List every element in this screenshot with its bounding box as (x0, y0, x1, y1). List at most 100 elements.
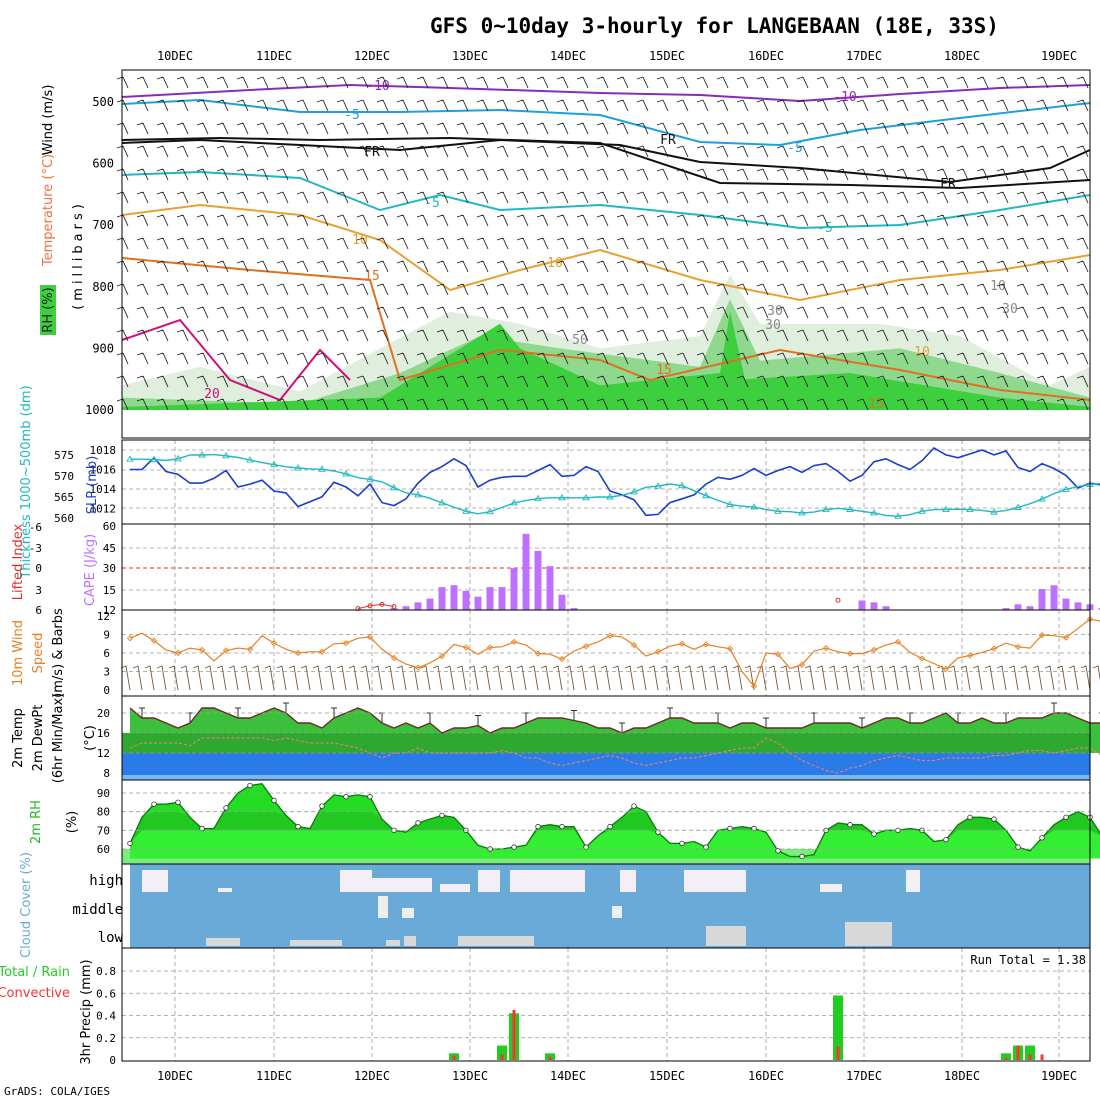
wind-speed-point (966, 652, 974, 659)
thickness-point (534, 494, 542, 502)
slp-tick-label: 1012 (90, 503, 117, 516)
ylabel-cloud: Cloud Cover (%) (19, 852, 34, 958)
lifted-index-point (835, 597, 841, 603)
thickness-point (630, 488, 638, 495)
cloud-high-block (478, 870, 500, 892)
rh-point (343, 794, 349, 800)
thickness-point (462, 507, 470, 514)
temp-tick-label: 12 (97, 747, 110, 760)
rh-point (1063, 814, 1069, 820)
cape-tick-label: 30 (103, 562, 116, 575)
contour-label: -5 (817, 221, 833, 236)
wind-speed-point (294, 649, 302, 657)
wind-speed-line (129, 618, 1100, 688)
cape-bar (1014, 604, 1022, 610)
wind-speed-point (510, 638, 518, 646)
cape-bar (474, 596, 482, 610)
rh-point (247, 782, 253, 789)
contour-label: -5 (787, 141, 803, 156)
thickness-point (606, 493, 614, 500)
temperature-panel: 8 12 16 20 2m Temp 2m DewPt (6hr Min/Max) (°C) (11, 693, 1100, 783)
contour-label: 50 (572, 333, 588, 348)
contour-label: 10 (990, 279, 1006, 294)
rh-point (799, 853, 805, 860)
precip-tick-label: 0 (109, 1054, 116, 1067)
cloud-high-block (218, 888, 232, 892)
cape-bar (414, 602, 422, 610)
upper-air-panel: -10-10-5-5-5-5FRFRFR10101015151520303030… (40, 69, 1091, 439)
wind-tick-label: 3 (103, 666, 110, 679)
wind-speed-point (990, 645, 998, 652)
contour-label: 30 (765, 318, 781, 333)
bottom-date-labels: 10DEC 11DEC 12DEC 13DEC 14DEC 15DEC 16DEC 17DEC… (157, 1069, 1077, 1083)
cloud-low-block (290, 940, 342, 946)
rh-point (1015, 844, 1021, 850)
temperature-contour (121, 138, 1091, 184)
cape-bar (498, 587, 506, 610)
thickness-tick-label: 560 (54, 512, 74, 525)
cape-bar (510, 568, 518, 610)
lifted-index-tick-label: -6 (29, 521, 42, 534)
wind-speed-point (894, 638, 902, 646)
temp-minmax-bar (283, 702, 289, 713)
date-label: 10DEC (157, 49, 193, 63)
cloud-middle-block (612, 906, 622, 918)
rh-point (151, 801, 157, 807)
thickness-point (222, 451, 230, 459)
wind-speed-point (414, 664, 422, 671)
thickness-point (390, 483, 398, 491)
temperature-contour (121, 257, 1091, 401)
wind-speed-point (534, 650, 542, 657)
wind-tick-label: 6 (103, 647, 110, 660)
cloud-middle-block (402, 908, 414, 918)
wind-speed-point (1038, 631, 1046, 639)
cloud-low-block (206, 938, 240, 946)
temp-minmax-bar (619, 722, 625, 733)
date-label: 16DEC (748, 1069, 784, 1083)
temp-band-mild (122, 733, 1090, 753)
rh-band-dark (122, 311, 1090, 410)
thickness-point (294, 464, 302, 471)
wind-speed-point (390, 654, 398, 662)
thickness-point (678, 481, 686, 489)
temperature-contour (121, 203, 1091, 302)
wind-speed-point (486, 644, 494, 651)
thickness-point (342, 470, 350, 477)
precip-convective-bar (1016, 1045, 1020, 1060)
cloud-high-block (340, 870, 372, 892)
temperature-contour (121, 170, 1091, 230)
cloud-row-label: middle (72, 902, 123, 918)
ylabel-millibars: (millibars) (71, 200, 86, 310)
date-label: 15DEC (649, 1069, 685, 1083)
rh-legend-swatch (40, 285, 56, 335)
ylabel-wind-2: Speed (31, 633, 46, 674)
wind-speed-point (918, 655, 926, 662)
thickness-point (726, 500, 734, 508)
contour-label: -5 (424, 196, 440, 211)
thickness-point (966, 505, 974, 513)
ylabel-total-rain: Total / Rain (0, 965, 70, 980)
cape-bar (882, 606, 890, 610)
cape-bar (486, 587, 494, 610)
slp-tick-label: 1016 (90, 464, 117, 477)
thickness-point (150, 455, 158, 463)
wind-speed-point (126, 635, 134, 642)
cape-bar (1050, 585, 1058, 610)
wind-speed-point (150, 637, 158, 644)
rh-point (871, 831, 877, 837)
temperature-contour (121, 83, 1091, 103)
contour-label: 10 (352, 233, 368, 248)
rh-point (439, 812, 445, 819)
temp-minmax-bar (763, 717, 769, 728)
rh-point (727, 825, 733, 832)
thickness-point (654, 482, 662, 489)
pressure-tick-label: 900 (92, 341, 114, 355)
ylabel-convective: Convective (0, 986, 70, 1001)
precip-total-bar (1025, 1045, 1035, 1060)
rh-point (679, 840, 685, 847)
rh-point (223, 805, 229, 811)
thickness-point (1038, 495, 1046, 502)
slp-thickness-panel: 1012 1014 1016 1018 560 565 570 575 SLP (mb) Thic… (19, 385, 1100, 580)
rh-point (367, 794, 373, 800)
rh-point (583, 844, 589, 850)
